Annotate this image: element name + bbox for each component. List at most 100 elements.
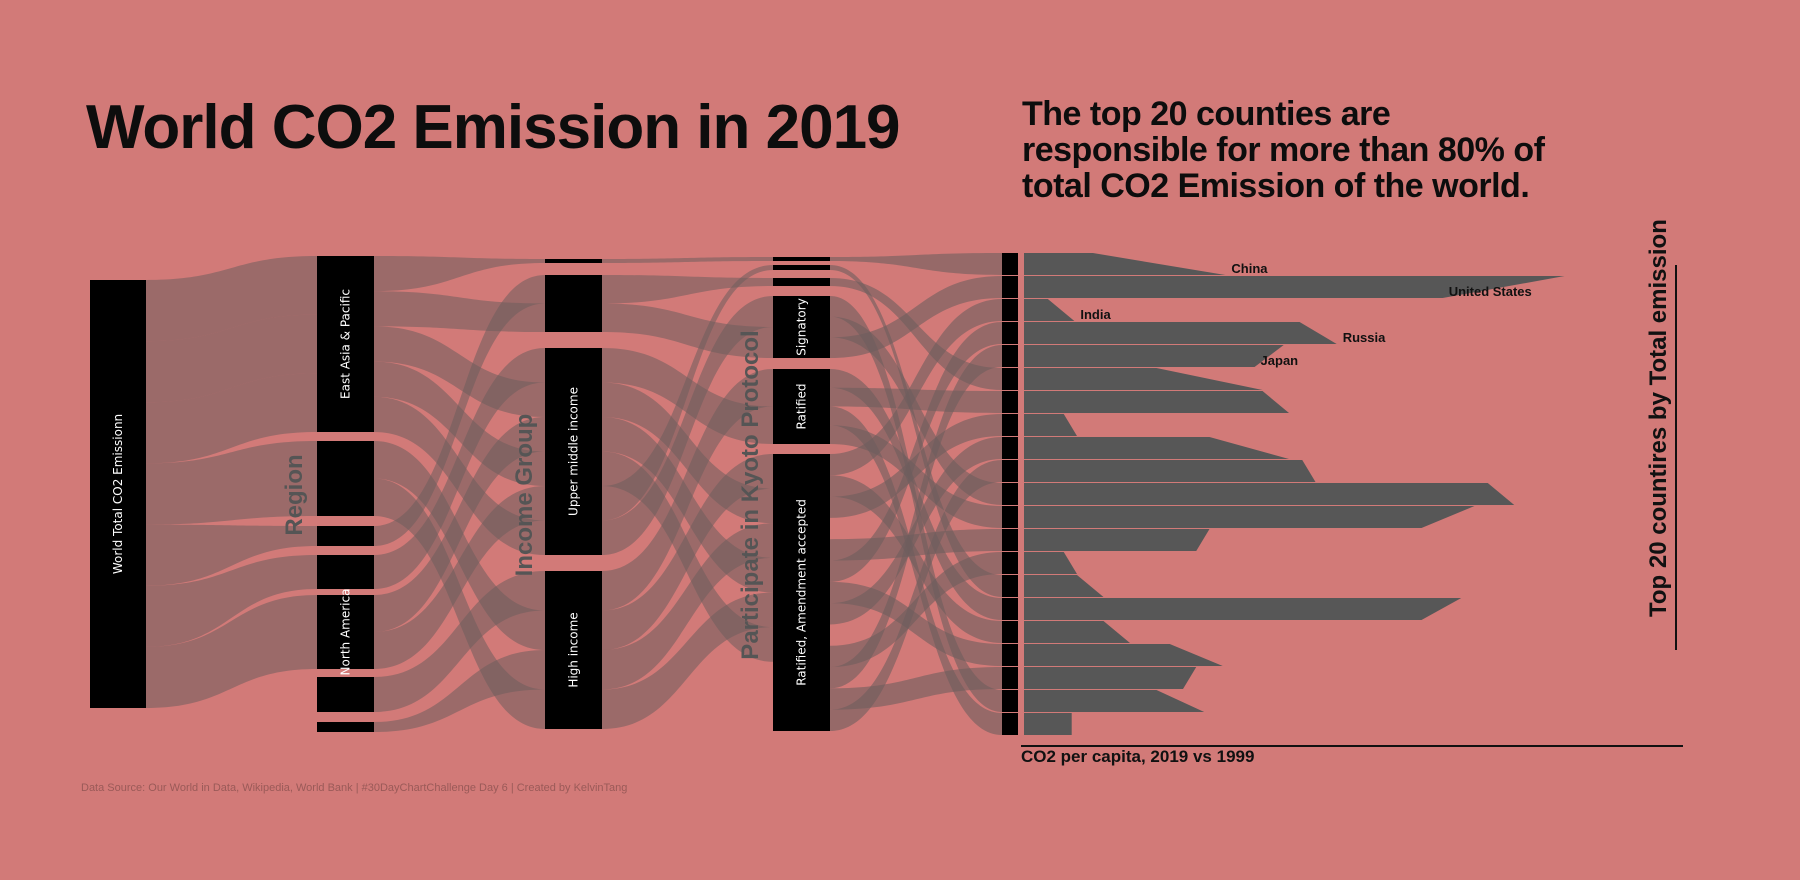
sankey-node-label-1-0: East Asia & Pacific: [339, 289, 353, 399]
sankey-flow-1-6: [374, 478, 545, 729]
country-label-2: India: [1080, 307, 1111, 322]
sankey-flow-1-9: [374, 417, 545, 632]
sankey-flow-1-12: [374, 650, 545, 732]
per-capita-bar-4: [1024, 345, 1284, 367]
per-capita-country-labels: China United States India Russia Japan: [1080, 261, 1531, 368]
per-capita-bar-8: [1024, 437, 1289, 459]
sankey-node-2-0: [545, 259, 602, 263]
per-capita-bar-0: [1024, 253, 1226, 275]
country-label-0: China: [1231, 261, 1268, 276]
country-node-9: [1002, 460, 1018, 482]
country-node-0: [1002, 253, 1018, 275]
sankey-node-label-1-4: North America: [339, 589, 353, 676]
sankey-flow-1-8: [374, 348, 545, 589]
sankey-flow-3-19: [830, 296, 1002, 712]
country-node-2: [1002, 299, 1018, 321]
sankey-node-2-2: [545, 348, 602, 555]
country-label-1: United States: [1449, 284, 1532, 299]
country-label-3: Russia: [1343, 330, 1386, 345]
sankey-node-label-3-5: Ratified, Amendment accepted: [795, 499, 809, 686]
sankey-flow-3-4: [830, 345, 1002, 689]
sankey-flow-0-1: [146, 314, 317, 403]
sankey-node-3-2: [773, 278, 830, 286]
sankey-flow-2-7: [602, 265, 773, 521]
sankey-node-1-6: [317, 722, 374, 732]
sankey-flow-3-5: [830, 278, 1002, 390]
per-capita-bar-16: [1024, 621, 1130, 643]
per-capita-bar-10: [1024, 483, 1515, 505]
per-capita-bar-17: [1024, 644, 1223, 666]
sankey-flow-2-8: [602, 296, 773, 555]
per-capita-bar-9: [1024, 460, 1316, 482]
country-node-19: [1002, 690, 1018, 712]
country-node-18: [1002, 667, 1018, 689]
per-capita-bar-6: [1024, 391, 1289, 413]
per-capita-bar-18: [1024, 667, 1197, 689]
sankey-flow-2-12: [602, 592, 773, 729]
per-capita-bar-20: [1024, 713, 1072, 735]
sankey-flow-3-0: [830, 253, 1002, 275]
sankey-flow-0-6: [146, 595, 317, 708]
country-node-13: [1002, 552, 1018, 574]
sankey-stage-labels: Region Income Group Participate in Kyoto P…: [281, 330, 764, 659]
sankey-node-3-0: [773, 257, 830, 261]
country-node-12: [1002, 529, 1018, 551]
country-node-7: [1002, 414, 1018, 436]
country-node-11: [1002, 506, 1018, 528]
sankey-flow-3-9: [830, 460, 1002, 731]
sankey-node-2-3: [545, 571, 602, 729]
per-capita-bar-3: [1024, 322, 1337, 344]
per-capita-bar-14: [1024, 575, 1104, 597]
per-capita-bar-11: [1024, 506, 1475, 528]
sankey-node-1-3: [317, 555, 374, 589]
per-capita-bar-2: [1024, 299, 1075, 321]
country-node-6: [1002, 391, 1018, 413]
per-capita-bar-13: [1024, 552, 1077, 574]
per-capita-bar-19: [1024, 690, 1205, 712]
sankey-flow-1-11: [374, 571, 545, 712]
sankey-node-3-5: [773, 454, 830, 731]
sankey-node-0-0: [90, 280, 146, 708]
sankey-flow-3-3: [830, 322, 1002, 582]
sankey-node-1-4: [317, 595, 374, 669]
sankey-flow-3-17: [830, 581, 1002, 666]
sankey-flow-3-18: [830, 667, 1002, 710]
sankey-flow-1-0: [374, 256, 545, 292]
sankey-flows: [146, 253, 1002, 735]
sankey-node-label-2-2: Upper middle income: [567, 387, 581, 516]
sankey-flow-3-2: [830, 299, 1002, 476]
sankey-flow-2-11: [602, 523, 773, 690]
country-node-8: [1002, 437, 1018, 459]
sankey-node-1-0: [317, 256, 374, 432]
sankey-stage-label-3: Participate in Kyoto Protocol: [737, 330, 764, 659]
sankey-nodes: World Total CO2 Emissionn East Asia & Pac…: [90, 253, 1018, 735]
per-capita-bar-15: [1024, 598, 1462, 620]
per-capita-bar-5: [1024, 368, 1263, 390]
sankey-flow-3-8: [830, 437, 1002, 625]
sankey-node-3-3: [773, 296, 830, 358]
sankey-flow-1-7: [374, 275, 545, 546]
country-node-3: [1002, 322, 1018, 344]
sankey-flow-0-3: [146, 441, 317, 525]
x-axis-title: CO2 per capita, 2019 vs 1999: [1021, 747, 1254, 766]
sankey-flow-3-10: [830, 316, 1002, 505]
sankey-node-2-1: [545, 275, 602, 332]
chart-title: World CO2 Emission in 2019: [86, 93, 901, 162]
data-source-note: Data Source: Our World in Data, Wikipedi…: [81, 782, 628, 794]
per-capita-bar-7: [1024, 414, 1077, 436]
sankey-node-label-2-3: High income: [567, 612, 581, 687]
sankey-flow-0-4: [146, 524, 317, 586]
sankey-flow-0-5: [146, 555, 317, 647]
sankey-flow-2-1: [602, 275, 773, 304]
country-node-15: [1002, 598, 1018, 620]
per-capita-bar-1: [1024, 276, 1565, 298]
country-node-5: [1002, 368, 1018, 390]
sankey-flow-0-2: [146, 373, 317, 464]
sankey-stage-label-1: Region: [281, 454, 308, 535]
sankey-node-1-1: [317, 441, 374, 516]
country-node-14: [1002, 575, 1018, 597]
country-node-10: [1002, 483, 1018, 505]
sankey-flow-3-16: [830, 475, 1002, 643]
sankey-node-1-5: [317, 677, 374, 712]
per-capita-bars: [1024, 253, 1565, 735]
